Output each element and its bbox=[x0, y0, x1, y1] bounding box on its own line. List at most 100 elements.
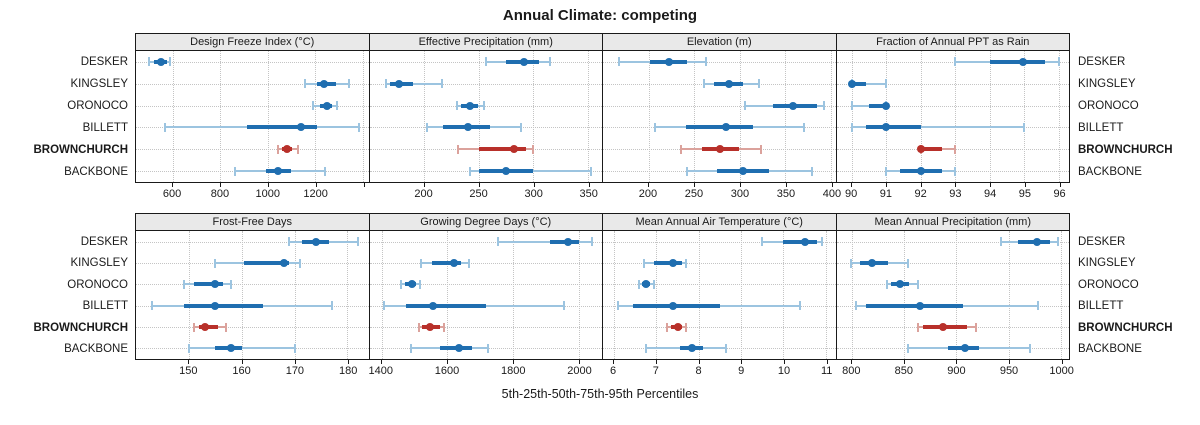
whisker-cap bbox=[665, 322, 668, 332]
station-label-left-oronoco: ORONOCO bbox=[67, 100, 128, 112]
x-tick bbox=[831, 183, 833, 187]
strip-mean-annual-precipitation-mm: Mean Annual Precipitation (mm) bbox=[835, 213, 1070, 231]
median-dot bbox=[1032, 237, 1041, 246]
x-tick bbox=[1024, 183, 1026, 187]
whisker-cap bbox=[455, 101, 458, 111]
v-gridline bbox=[447, 231, 449, 359]
station-label-right-billett: BILLETT bbox=[1078, 122, 1124, 134]
whisker-cap bbox=[680, 144, 683, 154]
whisker-cap bbox=[851, 101, 853, 111]
median-dot bbox=[788, 101, 797, 110]
plot-area bbox=[135, 231, 370, 360]
x-tick bbox=[739, 183, 741, 187]
median-dot bbox=[724, 79, 733, 88]
strip-elevation-m: Elevation (m) bbox=[602, 33, 837, 51]
median-dot bbox=[867, 259, 876, 267]
whisker-cap bbox=[443, 322, 446, 332]
median-dot bbox=[156, 57, 165, 66]
h-gridline bbox=[136, 241, 369, 243]
median-dot bbox=[882, 123, 891, 132]
whisker-cap bbox=[653, 122, 656, 132]
iqr-bar bbox=[865, 125, 921, 130]
x-tick-label: 92 bbox=[914, 188, 927, 200]
whisker-cap bbox=[563, 301, 566, 311]
whisker-cap bbox=[288, 237, 291, 247]
h-gridline bbox=[136, 149, 369, 151]
whisker-cap bbox=[483, 101, 486, 111]
station-label-right-desker: DESKER bbox=[1078, 56, 1126, 68]
strip-effective-precipitation-mm: Effective Precipitation (mm) bbox=[368, 33, 603, 51]
station-labels-left: DESKER KINGSLEY ORONOCO BILLETT BROWNCHURCH B… bbox=[0, 213, 135, 380]
station-label-right-billett: BILLETT bbox=[1078, 300, 1124, 313]
whisker-cap bbox=[417, 322, 420, 332]
median-dot bbox=[738, 167, 747, 176]
panel-elevation-m: Elevation (m) 200 250 300 350 400 bbox=[602, 33, 841, 203]
whisker-cap bbox=[548, 57, 551, 67]
h-gridline bbox=[836, 263, 1069, 264]
x-tick-label: 800 bbox=[842, 365, 861, 377]
iqr-bar bbox=[685, 125, 754, 130]
x-tick-label: 200 bbox=[414, 188, 433, 200]
whisker-cap bbox=[644, 343, 647, 353]
median-dot bbox=[501, 167, 510, 176]
x-axis: 1400 1600 1800 2000 bbox=[369, 360, 604, 380]
whisker-cap bbox=[193, 322, 196, 332]
whisker-cap bbox=[705, 57, 708, 67]
strip-title: Frost-Free Days bbox=[212, 216, 292, 228]
median-dot bbox=[455, 344, 464, 353]
v-gridline bbox=[478, 51, 480, 182]
x-tick bbox=[647, 183, 649, 187]
whisker-cap bbox=[1023, 122, 1026, 132]
whisker-cap bbox=[426, 122, 429, 132]
v-gridline bbox=[188, 231, 190, 359]
whisker-cap bbox=[487, 343, 490, 353]
x-tick bbox=[294, 360, 296, 364]
whisker-cap bbox=[163, 122, 166, 132]
v-gridline bbox=[587, 51, 589, 182]
whisker-cap bbox=[230, 279, 233, 289]
whisker-cap bbox=[617, 301, 620, 311]
strip-mean-annual-air-temperature-c: Mean Annual Air Temperature (°C) bbox=[602, 213, 837, 231]
v-gridline bbox=[989, 51, 991, 182]
v-gridline bbox=[830, 51, 832, 182]
x-tick-label: 7 bbox=[652, 365, 659, 377]
plot-area bbox=[602, 51, 837, 183]
whisker-cap bbox=[802, 122, 805, 132]
plot-area bbox=[835, 51, 1070, 183]
whisker-cap bbox=[954, 166, 957, 176]
whisker-cap bbox=[276, 144, 279, 154]
x-tick-label: 1600 bbox=[434, 365, 460, 377]
iqr-bar bbox=[869, 103, 887, 108]
whisker-cap bbox=[324, 166, 327, 176]
whisker-cap bbox=[335, 101, 338, 111]
median-dot bbox=[211, 280, 220, 289]
station-label-left-oronoco: ORONOCO bbox=[67, 278, 128, 291]
iqr-bar bbox=[989, 59, 1045, 64]
whisker-cap bbox=[685, 258, 687, 268]
h-gridline bbox=[369, 83, 602, 85]
whisker-cap bbox=[356, 237, 359, 247]
v-gridline bbox=[852, 51, 853, 182]
x-tick bbox=[655, 360, 657, 364]
percentile-range-line bbox=[385, 82, 442, 85]
v-gridline bbox=[513, 231, 514, 359]
x-tick bbox=[851, 360, 853, 364]
whisker-cap bbox=[150, 301, 153, 311]
median-dot bbox=[916, 167, 925, 176]
whisker-cap bbox=[851, 122, 853, 132]
h-gridline bbox=[369, 263, 602, 264]
station-label-right-oronoco: ORONOCO bbox=[1078, 278, 1139, 291]
v-gridline bbox=[315, 51, 317, 182]
median-dot bbox=[669, 301, 678, 310]
median-dot bbox=[896, 280, 905, 289]
whisker-cap bbox=[169, 57, 172, 67]
x-tick bbox=[613, 360, 615, 364]
iqr-bar bbox=[920, 147, 942, 152]
chart-title: Annual Climate: competing bbox=[502, 7, 698, 24]
whisker-cap bbox=[224, 322, 227, 332]
panel-frost-free-days: Frost-Free Days 150 160 170 180 bbox=[135, 213, 370, 380]
x-tick-label: 300 bbox=[730, 188, 750, 200]
iqr-bar bbox=[244, 261, 290, 265]
whisker-cap bbox=[916, 322, 919, 332]
x-tick-label: 200 bbox=[638, 188, 658, 200]
